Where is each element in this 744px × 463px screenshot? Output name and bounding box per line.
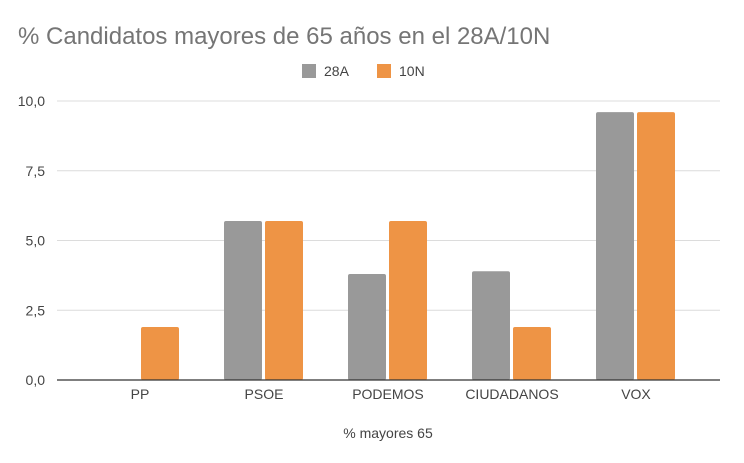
legend-swatch-10N: [377, 64, 391, 78]
chart-title: % Candidatos mayores de 65 años en el 28…: [18, 23, 550, 50]
x-tick-label: CIUDADANOS: [465, 386, 558, 402]
legend-label-10N: 10N: [399, 63, 425, 79]
x-tick-label: PODEMOS: [352, 386, 424, 402]
legend: 28A 10N: [302, 63, 425, 79]
x-tick-label: PSOE: [245, 386, 284, 402]
x-tick-label: PP: [131, 386, 150, 402]
bar-28A-PSOE: [224, 220, 262, 380]
bar-10N-CIUDADANOS: [513, 326, 551, 380]
y-tick-label: 2,5: [26, 302, 46, 318]
y-tick-label: 10,0: [18, 93, 45, 109]
bar-10N-PODEMOS: [389, 220, 427, 380]
legend-label-28A: 28A: [324, 63, 350, 79]
bar-28A-VOX: [596, 112, 634, 380]
x-tick-label: VOX: [621, 386, 651, 402]
bar-28A-CIUDADANOS: [472, 271, 510, 380]
x-tick-labels: PP PSOE PODEMOS CIUDADANOS VOX: [131, 386, 652, 402]
y-tick-label: 7,5: [26, 163, 46, 179]
y-tick-label: 0,0: [26, 372, 46, 388]
bar-28A-PODEMOS: [348, 273, 386, 380]
bar-10N-PSOE: [265, 220, 303, 380]
bar-10N-PP: [141, 326, 179, 380]
bars: [57, 112, 720, 381]
x-axis-label: % mayores 65: [343, 425, 433, 441]
legend-swatch-28A: [302, 64, 316, 78]
bar-10N-VOX: [637, 112, 675, 380]
y-tick-label: 5,0: [26, 233, 46, 249]
